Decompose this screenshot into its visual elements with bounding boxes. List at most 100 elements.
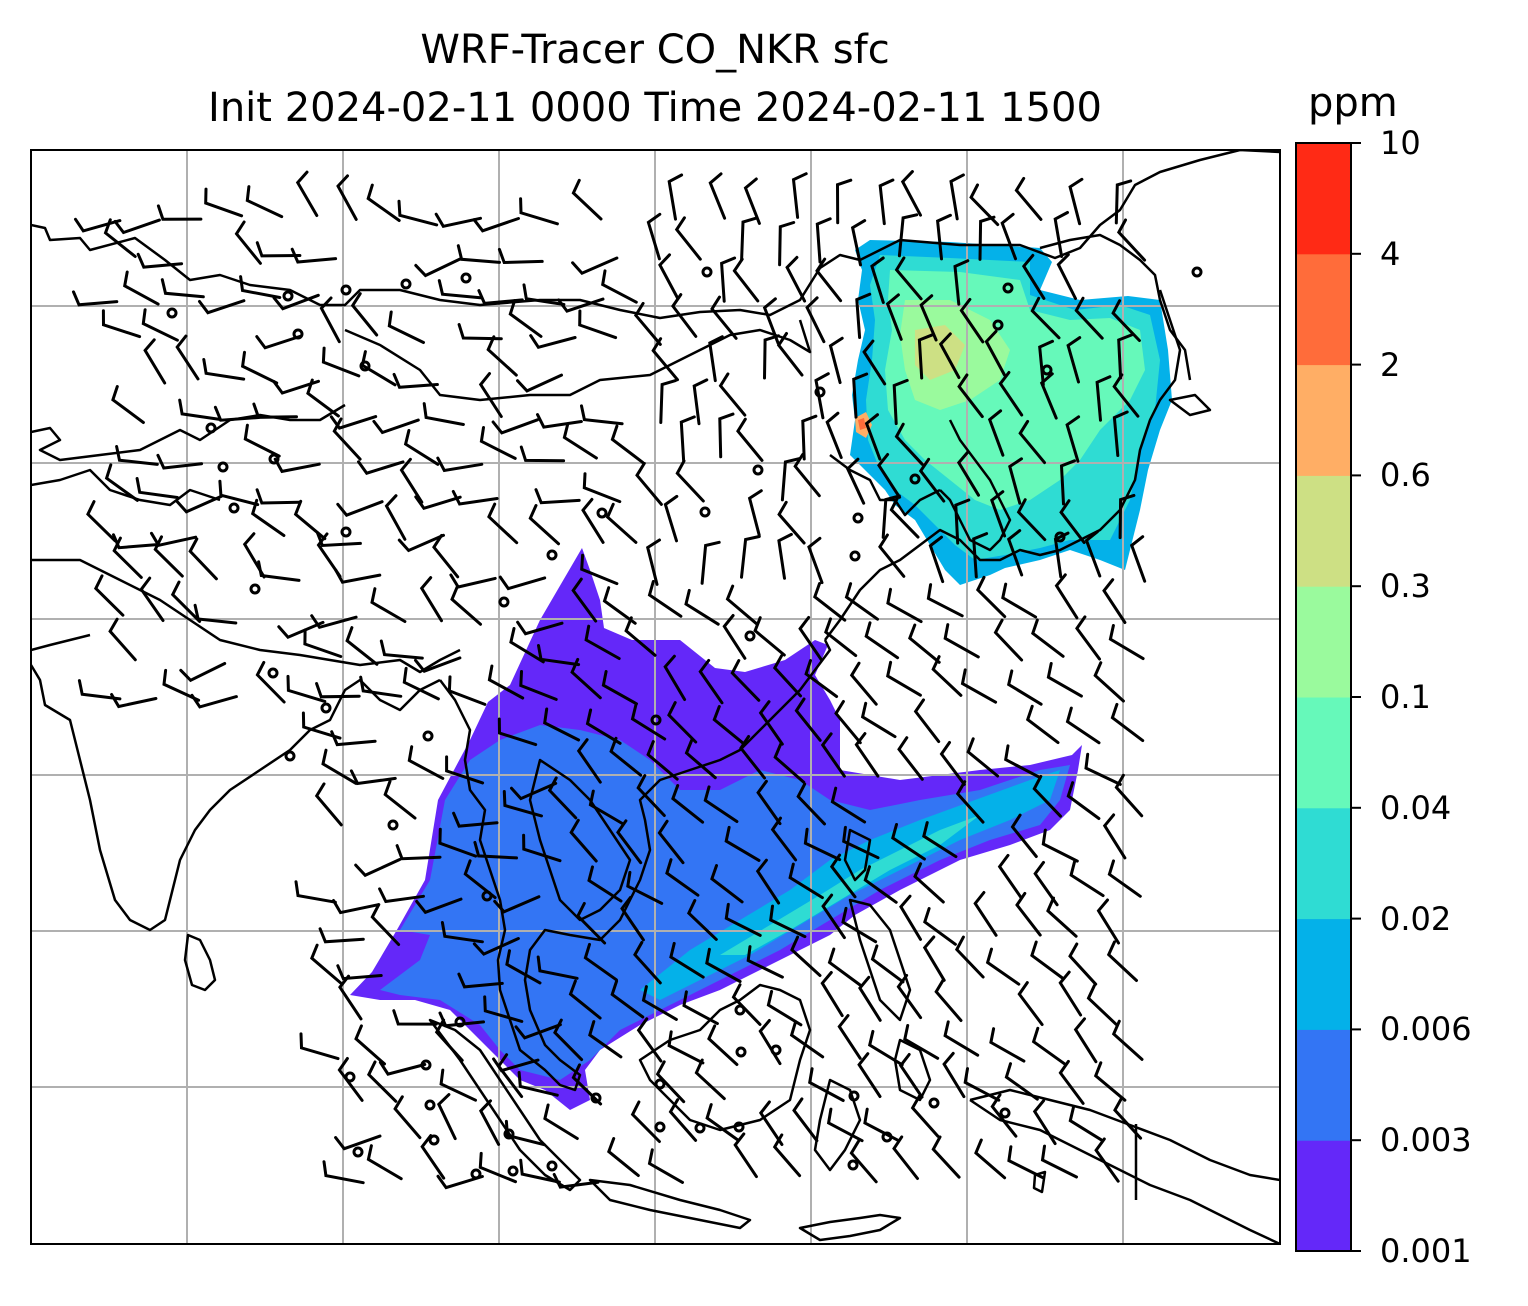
wind-barb	[319, 296, 341, 344]
wind-barb	[243, 423, 281, 458]
wind-barb	[1000, 212, 1017, 261]
wind-barb	[1038, 339, 1054, 387]
wind-barb	[576, 738, 602, 784]
wind-barb	[477, 289, 524, 305]
wind-barb	[1084, 530, 1102, 578]
wind-barb	[588, 1020, 623, 1059]
wind-barb	[170, 580, 202, 623]
wind-barb	[1074, 296, 1104, 340]
wind-barb	[422, 402, 465, 426]
wind-barb	[740, 216, 758, 262]
wind-barb	[762, 297, 780, 345]
wind-barb	[336, 174, 358, 221]
wind-barb	[334, 568, 382, 584]
wind-barb	[1030, 940, 1064, 980]
wind-barb	[318, 927, 365, 944]
wind-barb	[791, 172, 808, 219]
wind-barb	[658, 253, 680, 300]
wind-barb	[724, 902, 762, 937]
wind-barb	[778, 221, 796, 267]
wind-barb	[855, 292, 872, 339]
wind-barb	[141, 308, 179, 342]
wind-barb	[1032, 1099, 1057, 1146]
wind-barb	[437, 279, 482, 300]
wind-barb	[667, 701, 698, 744]
wind-barb	[504, 1119, 546, 1147]
wind-barb	[922, 935, 946, 982]
wind-barb	[255, 488, 302, 505]
wind-barb	[792, 1097, 819, 1143]
wind-barb	[943, 1020, 980, 1057]
wind-barb	[663, 494, 679, 543]
wind-barb	[841, 906, 878, 944]
wind-barb	[112, 533, 159, 550]
wind-barb	[519, 670, 558, 701]
wind-barb	[1068, 942, 1098, 986]
wind-barb	[103, 218, 137, 258]
wind-barb	[926, 583, 964, 618]
wind-barb	[1010, 813, 1038, 858]
wind-barb	[667, 1030, 705, 1065]
wind-barb	[345, 626, 379, 666]
wind-barb	[1053, 211, 1069, 258]
wind-barb	[1065, 706, 1101, 745]
wind-barb	[392, 372, 439, 389]
wind-barb	[290, 247, 338, 264]
wind-barb	[452, 811, 499, 828]
wind-barb	[1033, 860, 1059, 907]
wind-barb	[175, 334, 200, 381]
wind-barb	[842, 825, 880, 860]
wind-barb	[498, 575, 547, 591]
wind-barb	[1108, 624, 1145, 661]
wind-barb	[553, 1018, 584, 1062]
wind-barb	[360, 350, 397, 387]
wind-barb	[710, 864, 744, 904]
colorbar-segment	[1296, 1140, 1351, 1252]
map-frame	[30, 149, 1281, 1245]
wind-barb	[772, 1133, 802, 1178]
wind-barb	[1008, 457, 1023, 505]
wind-barb	[202, 358, 246, 381]
wind-barb	[1066, 336, 1082, 384]
wind-barb	[803, 827, 842, 862]
wind-barb	[123, 270, 160, 306]
wind-barb	[626, 870, 664, 905]
wind-barb	[350, 292, 379, 337]
wind-barb	[250, 498, 286, 537]
wind-barb	[456, 244, 501, 264]
wind-barb	[776, 332, 804, 377]
wind-barb	[440, 921, 484, 944]
wind-barb	[378, 887, 425, 904]
wind-barb	[330, 730, 377, 747]
wind-barb	[679, 415, 696, 462]
wind-barb	[1040, 1144, 1078, 1179]
wind-barb	[892, 378, 909, 425]
wind-barb	[93, 574, 125, 617]
wind-barb	[641, 985, 678, 1021]
wind-barb	[849, 1139, 878, 1184]
wind-barb	[139, 576, 165, 622]
wind-barb	[769, 904, 807, 939]
wind-barb	[366, 183, 401, 222]
wind-barb	[671, 293, 698, 338]
wind-barb	[1093, 661, 1125, 703]
wind-barb	[403, 429, 440, 466]
wind-barb	[609, 736, 643, 777]
wind-barb	[789, 1020, 825, 1059]
wind-barb	[510, 781, 558, 801]
wind-barb	[957, 373, 984, 419]
wind-barb	[436, 1174, 484, 1190]
wind-barb	[966, 737, 1000, 778]
wind-barb	[633, 941, 662, 985]
wind-barb	[315, 682, 361, 699]
wind-barb	[552, 1173, 600, 1189]
wind-barb	[239, 275, 282, 299]
wind-barb	[1106, 940, 1138, 982]
wind-barb	[854, 732, 880, 778]
wind-barb	[700, 540, 721, 585]
wind-barb	[1094, 1137, 1120, 1183]
wind-barb	[684, 738, 717, 780]
wind-barb	[885, 293, 903, 341]
wind-barb	[478, 1099, 501, 1146]
wind-barb	[255, 241, 302, 258]
